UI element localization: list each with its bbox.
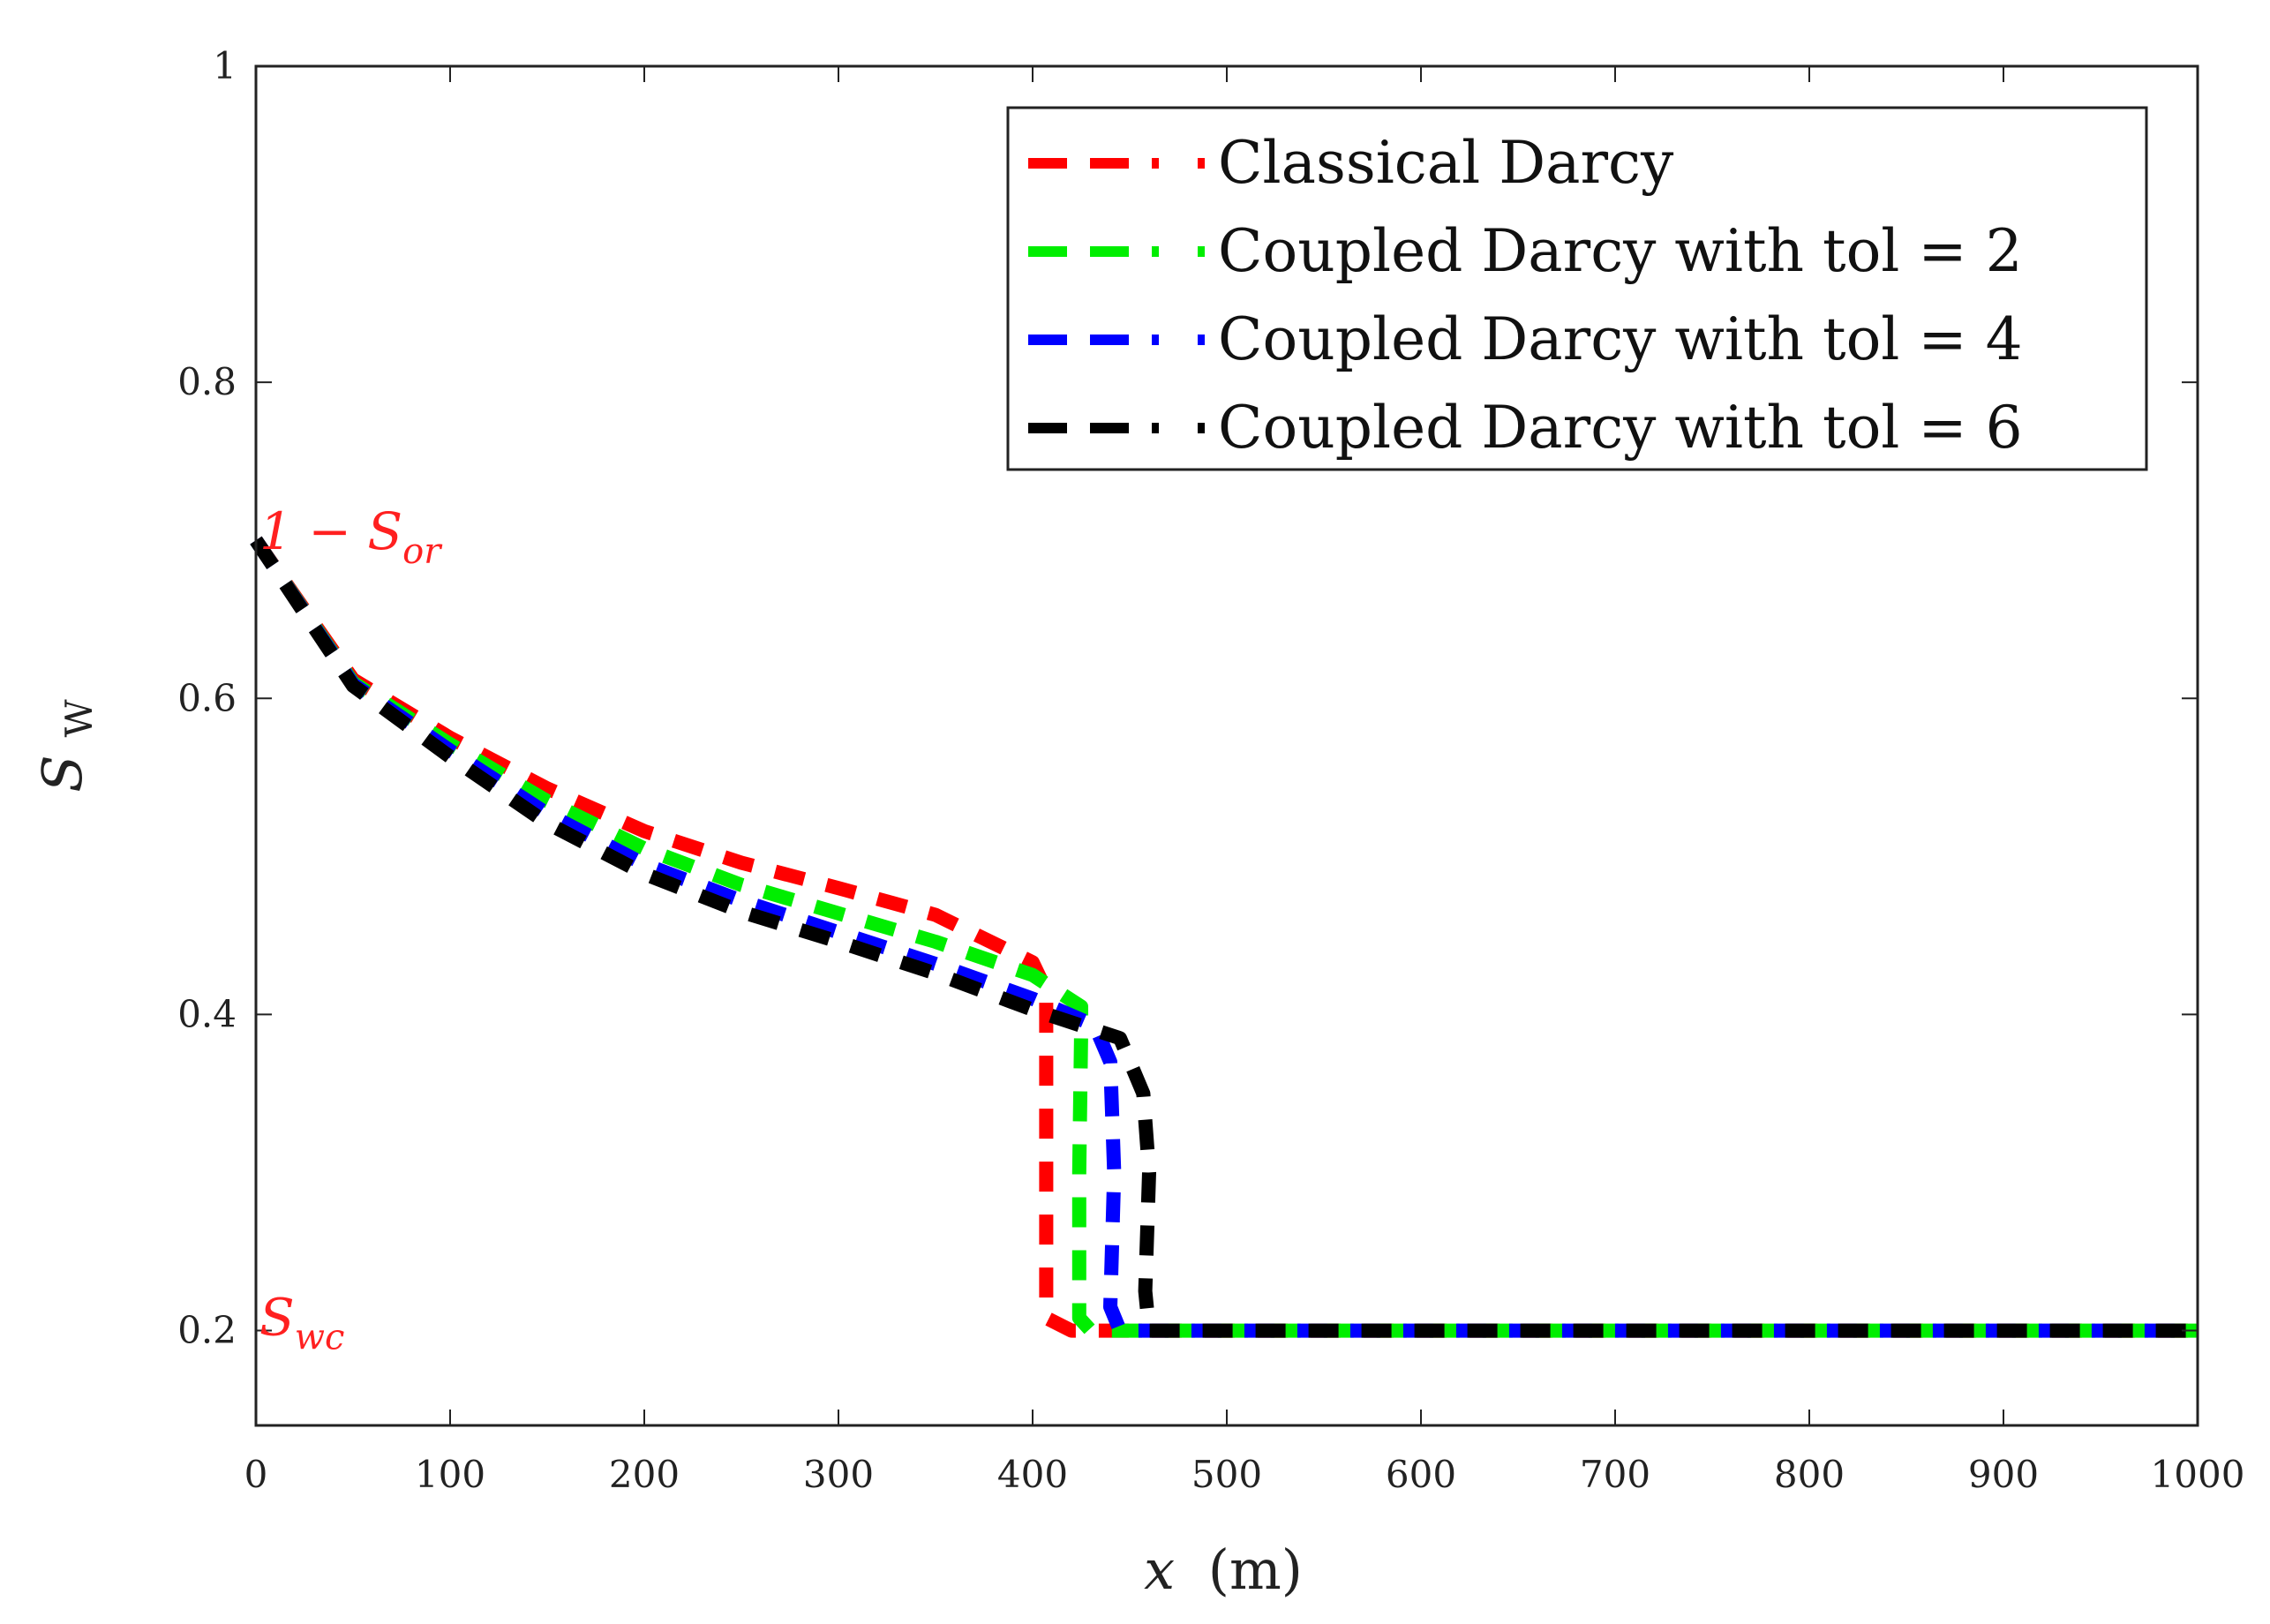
series-line-0 xyxy=(250,536,2198,1338)
y-tick-label: 1 xyxy=(213,44,237,87)
legend-label: Coupled Darcy with tol = 4 xyxy=(1218,305,2023,373)
y-tick-label: 0.8 xyxy=(177,360,237,403)
x-tick-label: 500 xyxy=(1191,1453,1262,1496)
x-tick-label: 0 xyxy=(244,1453,268,1496)
legend-items: Classical Darcy Coupled Darcy with tol = … xyxy=(1028,129,2023,462)
x-tick-label: 200 xyxy=(609,1453,680,1496)
annotation-swc: Swc xyxy=(259,1288,344,1358)
y-axis-label: S W xyxy=(30,698,101,792)
x-tick-label: 900 xyxy=(1968,1453,2039,1496)
annotations: 1 − Sor Swc xyxy=(259,501,443,1357)
x-tick-label: 100 xyxy=(415,1453,485,1496)
y-tick-label: 0.2 xyxy=(177,1309,237,1352)
y-axis-variable: S xyxy=(30,755,94,792)
legend-label: Classical Darcy xyxy=(1218,129,1674,197)
x-axis-unit: (m) xyxy=(1208,1538,1303,1602)
series-line-1 xyxy=(250,536,2198,1338)
series-line-2 xyxy=(250,536,2198,1338)
ticks-layer: 0 100 200 300 400 500 600 700 800 900 1000 0.2 0.4 0.… xyxy=(177,44,2244,1496)
x-tick-label: 300 xyxy=(803,1453,874,1496)
x-tick-label: 400 xyxy=(997,1453,1068,1496)
series-layer xyxy=(250,536,2198,1338)
y-tick-label: 0.4 xyxy=(177,992,237,1035)
x-tick-label: 600 xyxy=(1386,1453,1456,1496)
y-axis-subscript: W xyxy=(57,698,101,737)
x-tick-label: 700 xyxy=(1580,1453,1650,1496)
series-line-3 xyxy=(250,536,2198,1338)
legend-label: Coupled Darcy with tol = 6 xyxy=(1218,394,2023,462)
x-tick-label: 800 xyxy=(1774,1453,1845,1496)
x-axis-label: x (m) xyxy=(1144,1538,1303,1602)
x-axis-variable: x xyxy=(1144,1538,1175,1602)
legend-label: Coupled Darcy with tol = 2 xyxy=(1218,217,2023,285)
annotation-sor: 1 − Sor xyxy=(259,501,443,572)
legend: Classical Darcy Coupled Darcy with tol = … xyxy=(1006,106,2148,471)
y-tick-label: 0.6 xyxy=(177,676,237,719)
x-tick-label: 1000 xyxy=(2151,1453,2245,1496)
